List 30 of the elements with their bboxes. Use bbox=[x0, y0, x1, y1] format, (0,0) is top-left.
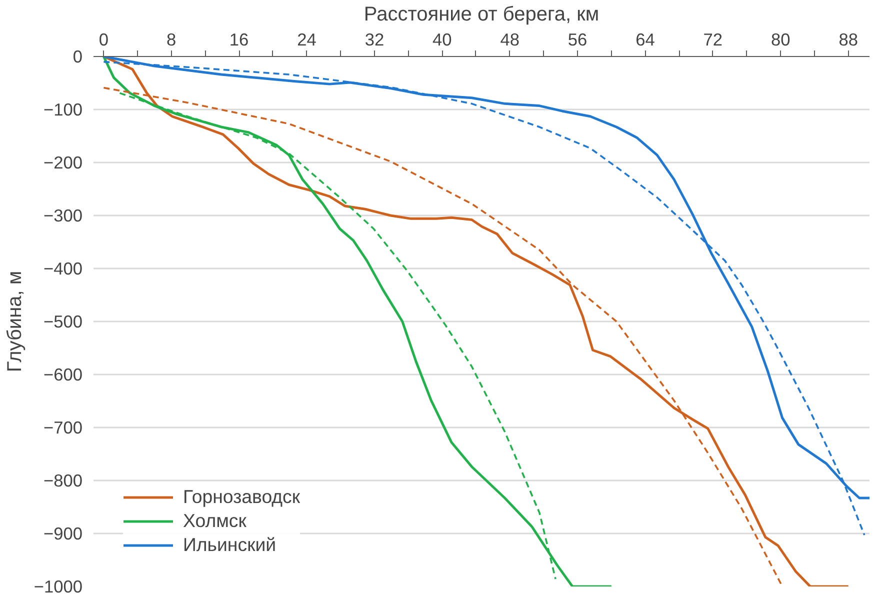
x-tick-label: 56 bbox=[568, 30, 588, 50]
y-tick-label: −1000 bbox=[34, 576, 83, 594]
legend-label: Ильинский bbox=[183, 534, 276, 556]
legend-label: Холмск bbox=[183, 510, 246, 532]
y-tick-label: −700 bbox=[43, 418, 82, 438]
line-series bbox=[102, 56, 613, 586]
line-series bbox=[118, 92, 556, 580]
x-tick-label: 72 bbox=[703, 30, 723, 50]
x-tick-label: 0 bbox=[98, 30, 108, 50]
y-tick-label: −100 bbox=[43, 100, 82, 120]
y-tick-label: −900 bbox=[43, 524, 82, 544]
x-axis-title: Расстояние от берега, км bbox=[364, 4, 600, 26]
x-tick-label: 48 bbox=[500, 30, 520, 50]
x-tick-label: 16 bbox=[229, 30, 249, 50]
x-tick-label: 24 bbox=[297, 30, 317, 50]
x-tick-label: 80 bbox=[771, 30, 790, 50]
x-tick-label: 32 bbox=[364, 30, 384, 50]
y-tick-label: −200 bbox=[43, 152, 82, 172]
x-tick-label: 64 bbox=[636, 30, 656, 50]
x-tick-label: 8 bbox=[166, 30, 176, 50]
y-tick-label: −400 bbox=[43, 258, 82, 278]
legend-label: Горнозаводск bbox=[183, 486, 300, 508]
x-tick-label: 88 bbox=[838, 30, 858, 50]
y-axis-title: Глубина, м bbox=[4, 270, 26, 372]
y-tick-label: −500 bbox=[43, 312, 82, 332]
x-tick-label: 40 bbox=[432, 30, 452, 50]
y-tick-label: −800 bbox=[43, 470, 82, 490]
y-tick-label: −600 bbox=[43, 364, 82, 384]
y-tick-label: 0 bbox=[72, 46, 83, 66]
y-tick-label: −300 bbox=[43, 206, 82, 226]
